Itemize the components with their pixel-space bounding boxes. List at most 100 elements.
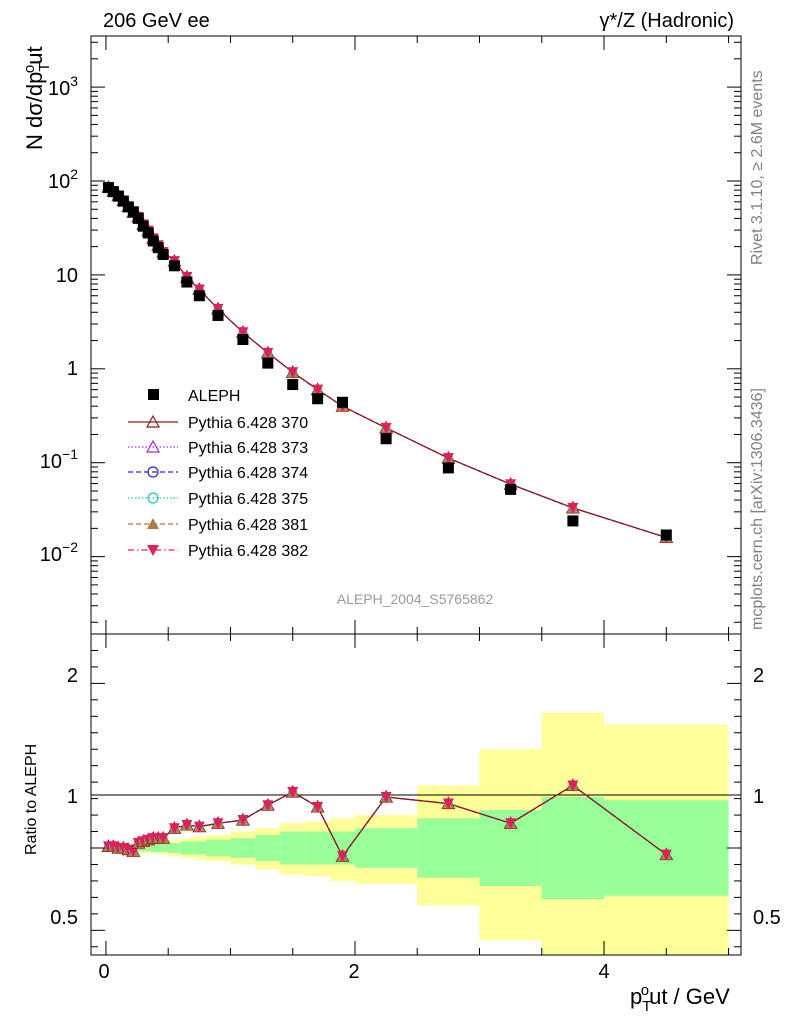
x-tick-label-0: 0 — [98, 961, 109, 983]
rivet-note: Rivet 3.1.10, ≥ 2.6M events — [749, 70, 766, 265]
green-band-bin — [155, 843, 161, 853]
legend-label-373: Pythia 6.428 373 — [188, 440, 308, 457]
green-band-bin — [193, 841, 206, 855]
aleph-data-point — [312, 393, 324, 405]
analysis-label: ALEPH_2004_S5765862 — [337, 591, 494, 607]
mc-ratio-marker-triangle-down — [567, 780, 579, 792]
legend-item-381: Pythia 6.428 381 — [128, 517, 308, 534]
aleph-data-point — [168, 260, 180, 272]
mc-ratio-marker-triangle-down — [168, 823, 180, 835]
legend-label-381: Pythia 6.428 381 — [188, 517, 308, 534]
ratio-tick-0.5-right: 0.5 — [753, 907, 781, 929]
mc-ratio-marker-triangle-down — [237, 815, 249, 827]
mc-marker-triangle-down — [193, 284, 205, 296]
header-left: 206 GeV ee — [103, 10, 210, 32]
legend-marker-373 — [145, 439, 161, 453]
ratio-panel: 2 1 0.5 2 1 0.5 Ratio to ALEPH — [23, 633, 781, 956]
green-band-bin — [417, 818, 480, 878]
main-axis-ticks — [91, 36, 741, 634]
ratio-tick-1-left: 1 — [67, 786, 78, 808]
y-axis-label-main-sup: o — [21, 65, 38, 73]
ratio-tick-2-left: 2 — [67, 665, 78, 687]
y-tick-label-100: 102 — [48, 166, 78, 193]
mcplots-note: mcplots.cern.ch [arXiv:1306.3436] — [749, 388, 766, 630]
x-axis-label-sup: o — [641, 982, 649, 999]
aleph-data-point — [117, 195, 129, 207]
aleph-data-point — [287, 379, 299, 391]
ratio-frame — [90, 633, 742, 956]
aleph-data-point — [212, 309, 224, 321]
y-tick-sup-0.1: −1 — [62, 446, 78, 462]
mc-curve-line — [108, 186, 667, 539]
green-band-bin — [168, 843, 181, 853]
aleph-data-point — [567, 515, 579, 527]
aleph-data-point — [181, 276, 193, 288]
ratio-tick-0.5-left: 0.5 — [50, 907, 78, 929]
mc-ratio-marker-triangle-down — [157, 833, 169, 845]
ratio-axis-ticks — [91, 634, 741, 955]
x-axis-label: pTout / GeV — [630, 982, 730, 1015]
aleph-data-point — [237, 334, 249, 346]
y-tick-sup-0.01: −2 — [62, 539, 78, 555]
green-band-bin — [354, 828, 418, 868]
aleph-data-point — [127, 206, 139, 218]
legend-marker-374 — [147, 466, 159, 478]
main-panel: 103 102 10 1 10−1 10−2 ALEPH_2004_S57658… — [21, 35, 742, 635]
mc-ratio-marker-triangle-down — [442, 798, 454, 810]
mc-ratio-marker-triangle-down — [660, 849, 672, 861]
legend-marker-381 — [147, 518, 159, 529]
aleph-data-point — [132, 212, 144, 224]
aleph-points — [102, 182, 672, 541]
y-axis-label-ratio: Ratio to ALEPH — [23, 744, 40, 855]
mc-ratio-marker-triangle-down — [193, 821, 205, 833]
aleph-data-point — [157, 248, 169, 260]
mc-ratio-marker-triangle-down — [127, 846, 139, 858]
y-tick-label-0.1: 10−1 — [40, 446, 78, 473]
aleph-data-point — [660, 529, 672, 541]
header-right: γ*/Z (Hadronic) — [600, 10, 734, 32]
main-y-tick-labels: 103 102 10 1 10−1 10−2 — [40, 73, 78, 566]
x-tick-label-2: 2 — [348, 961, 359, 983]
aleph-data-point — [137, 220, 149, 232]
y-tick-label-1: 1 — [67, 358, 78, 380]
aleph-data-point — [262, 357, 274, 369]
uncertainty-bands — [105, 713, 729, 955]
ratio-tick-2-right: 2 — [753, 665, 764, 687]
aleph-data-point — [152, 242, 164, 254]
mc-ratio-marker-triangle-down — [212, 818, 224, 830]
green-band-bin — [230, 838, 256, 858]
mc-curve-line — [108, 186, 667, 539]
mc-marker-triangle-down — [380, 422, 392, 434]
legend-item-370: Pythia 6.428 370 — [128, 414, 308, 432]
legend-label-382: Pythia 6.428 382 — [188, 543, 308, 560]
y-axis-label-main: N dσ/dpTout — [21, 46, 53, 150]
y-axis-label-main-tail: ut — [22, 46, 47, 64]
mc-marker-triangle-down — [237, 327, 249, 339]
y-tick-sup-1000: 3 — [70, 73, 78, 89]
green-band-bin — [180, 841, 194, 855]
mc-ratio-marker-triangle-down — [505, 818, 517, 830]
mc-ratio-curves — [101, 778, 674, 863]
green-band-bin — [541, 796, 605, 900]
y-tick-label-0.01: 10−2 — [40, 539, 78, 566]
mc-marker-triangle-down — [212, 303, 224, 315]
y-tick-label-1000: 103 — [48, 73, 78, 100]
mc-marker-triangle-down — [312, 384, 324, 396]
mc-ratio-marker-triangle-down — [287, 787, 299, 799]
legend-item-373: Pythia 6.428 373 — [128, 439, 308, 457]
ratio-tick-1-right: 1 — [753, 786, 764, 808]
green-band-bin — [255, 834, 281, 862]
x-axis-label-tail: ut / GeV — [649, 984, 730, 1009]
green-band-bin — [160, 843, 169, 853]
legend-marker-aleph — [148, 389, 159, 400]
mc-ratio-marker-triangle-down — [380, 791, 392, 803]
mc-ratio-marker-triangle-down — [312, 801, 324, 813]
y-tick-label-10: 10 — [56, 265, 78, 287]
green-band-bin — [205, 839, 231, 857]
legend-label-375: Pythia 6.428 375 — [188, 491, 308, 508]
aleph-data-point — [147, 235, 159, 247]
aleph-data-point — [142, 227, 154, 239]
legend-item-382: Pythia 6.428 382 — [128, 543, 308, 560]
legend-label-374: Pythia 6.428 374 — [188, 465, 308, 482]
